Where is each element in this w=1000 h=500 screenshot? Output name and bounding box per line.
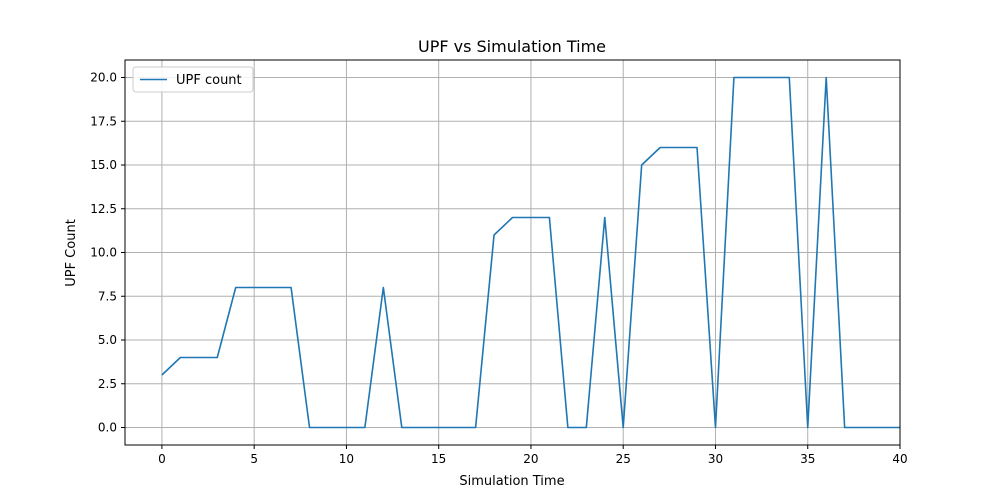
y-tick-label: 15.0	[90, 158, 117, 172]
x-tick-label: 30	[708, 452, 723, 466]
series-line	[161, 76, 900, 429]
series-layer	[161, 76, 900, 429]
y-tick-label: 7.5	[98, 289, 117, 303]
legend: UPF count	[132, 66, 254, 93]
x-tick-label: 20	[523, 452, 538, 466]
grid	[125, 60, 901, 445]
y-tick-label: 0.0	[98, 421, 117, 435]
x-tick-label: 40	[892, 452, 907, 466]
y-axis-ticks: 0.0 2.5 5.0 7.5 10.0 12.5 15.0 17.5 20.0	[90, 71, 125, 435]
y-axis-label: UPF Count	[64, 219, 79, 287]
x-axis-ticks: 0 5 10 15 20 25 30 35 40	[158, 445, 908, 466]
legend-label: UPF count	[176, 73, 242, 88]
y-tick-label: 17.5	[90, 114, 117, 128]
chart-title: UPF vs Simulation Time	[418, 37, 606, 56]
y-tick-label: 5.0	[98, 333, 117, 347]
x-tick-label: 35	[800, 452, 815, 466]
x-axis-label: Simulation Time	[459, 474, 564, 489]
y-tick-label: 2.5	[98, 377, 117, 391]
y-tick-label: 20.0	[90, 71, 117, 85]
x-tick-label: 10	[339, 452, 354, 466]
x-tick-label: 15	[431, 452, 446, 466]
x-tick-label: 0	[158, 452, 166, 466]
legend-box	[132, 66, 254, 93]
y-tick-label: 10.0	[90, 246, 117, 260]
x-tick-label: 25	[616, 452, 631, 466]
x-tick-label: 5	[250, 452, 258, 466]
y-tick-label: 12.5	[90, 202, 117, 216]
